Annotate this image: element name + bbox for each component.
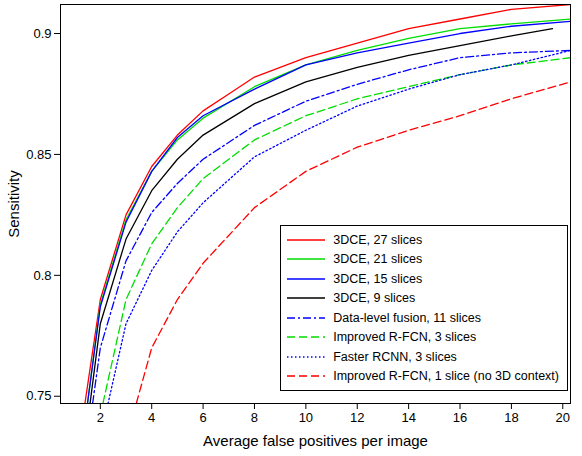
svg-text:6: 6 xyxy=(199,410,206,425)
html-text:Improved R-FCN, 3 slices: Improved R-FCN, 3 slices xyxy=(333,330,477,345)
svg-text:14: 14 xyxy=(401,410,415,425)
svg-text:10: 10 xyxy=(299,410,313,425)
html-text:3DCE, 27 slices: 3DCE, 27 slices xyxy=(333,232,423,247)
svg-text:4: 4 xyxy=(148,410,155,425)
svg-text:0.85: 0.85 xyxy=(26,147,51,162)
svg-text:16: 16 xyxy=(453,410,467,425)
svg-text:2: 2 xyxy=(97,410,104,425)
svg-text:20: 20 xyxy=(556,410,570,425)
svg-text:8: 8 xyxy=(251,410,258,425)
svg-text:0.9: 0.9 xyxy=(33,26,51,41)
html-text:Faster RCNN, 3 slices: Faster RCNN, 3 slices xyxy=(333,349,457,364)
html-text:3DCE, 15 slices: 3DCE, 15 slices xyxy=(333,271,423,286)
svg-text:0.75: 0.75 xyxy=(26,388,51,403)
html-text:Improved R-FCN, 1 slice (no 3D: Improved R-FCN, 1 slice (no 3D context) xyxy=(333,369,559,384)
html-text:3DCE, 21 slices: 3DCE, 21 slices xyxy=(333,252,423,267)
svg-text:0.8: 0.8 xyxy=(33,267,51,282)
svg-text:Sensitivity: Sensitivity xyxy=(5,170,22,238)
html-text:Data-level fusion, 11 slices: Data-level fusion, 11 slices xyxy=(333,310,481,325)
svg-text:18: 18 xyxy=(504,410,518,425)
svg-text:12: 12 xyxy=(350,410,364,425)
html-text:3DCE, 9 slices: 3DCE, 9 slices xyxy=(333,291,416,306)
svg-text:Average false positives per im: Average false positives per image xyxy=(203,432,428,449)
